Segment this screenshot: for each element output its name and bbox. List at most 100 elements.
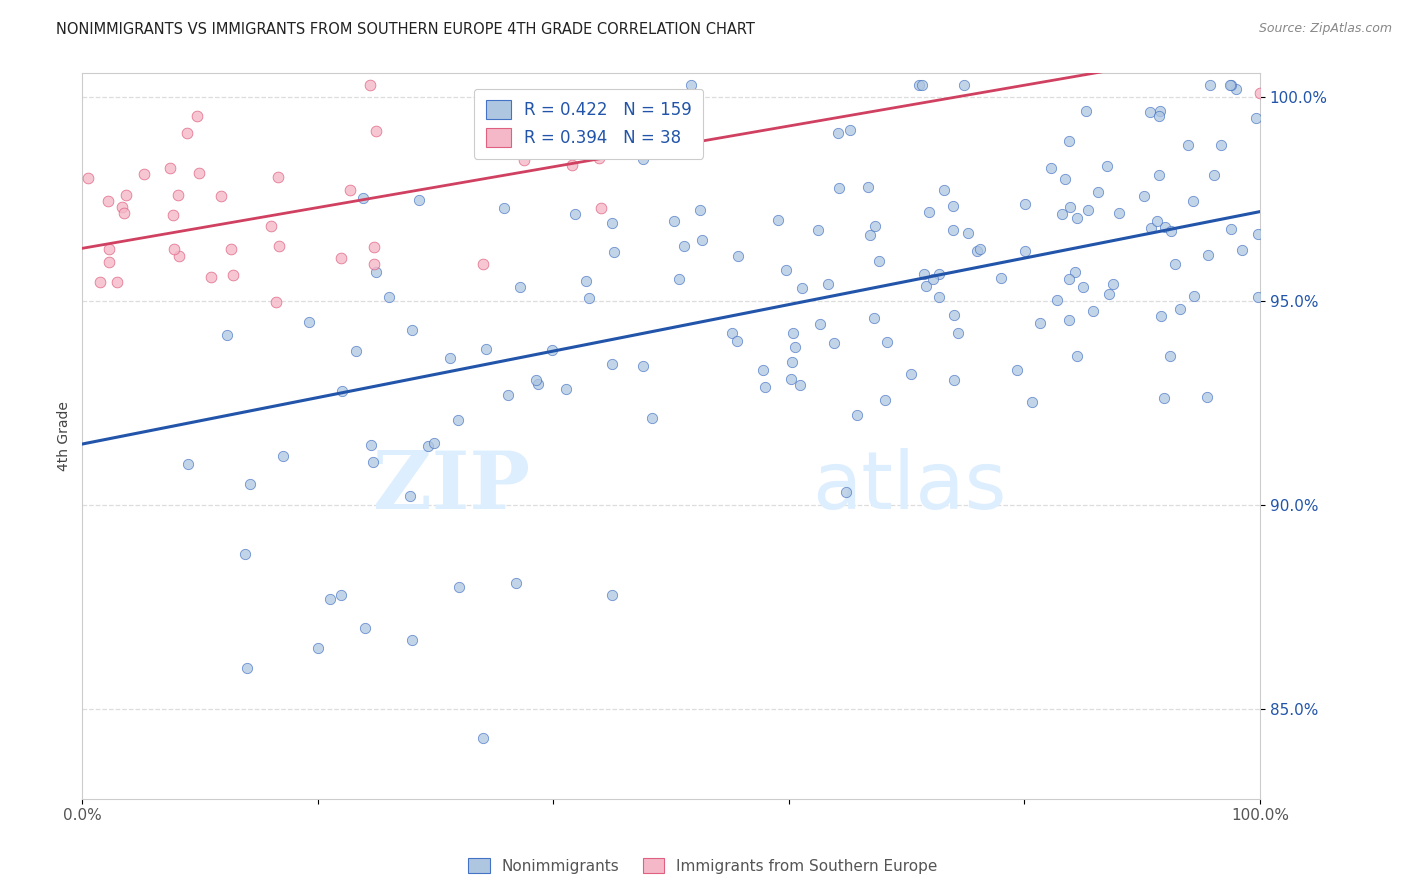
- Point: [789, 378, 811, 392]
- Point: [827, 126, 849, 140]
- Point: [1081, 303, 1104, 318]
- Point: [1040, 161, 1063, 176]
- Point: [1249, 87, 1271, 101]
- Point: [876, 335, 898, 350]
- Point: [721, 326, 744, 340]
- Point: [163, 242, 186, 256]
- Point: [575, 274, 598, 288]
- Point: [839, 123, 862, 137]
- Point: [780, 372, 803, 386]
- Point: [817, 277, 839, 291]
- Point: [221, 268, 243, 282]
- Point: [690, 233, 713, 247]
- Point: [318, 591, 340, 606]
- Point: [1066, 211, 1088, 225]
- Point: [1149, 309, 1171, 323]
- Point: [505, 576, 527, 591]
- Point: [509, 279, 531, 293]
- Point: [239, 476, 262, 491]
- Point: [330, 588, 353, 602]
- Point: [578, 291, 600, 305]
- Point: [471, 257, 494, 271]
- Point: [942, 223, 965, 237]
- Point: [725, 334, 748, 348]
- Point: [790, 281, 813, 295]
- Point: [1087, 185, 1109, 199]
- Point: [1204, 168, 1226, 182]
- Point: [754, 380, 776, 394]
- Point: [166, 187, 188, 202]
- Point: [498, 388, 520, 402]
- Point: [1149, 169, 1171, 183]
- Point: [513, 153, 536, 168]
- Point: [555, 382, 578, 396]
- Point: [159, 161, 181, 176]
- Point: [782, 326, 804, 340]
- Point: [1101, 277, 1123, 291]
- Point: [775, 263, 797, 277]
- Point: [856, 179, 879, 194]
- Point: [399, 489, 422, 503]
- Point: [209, 188, 232, 202]
- Point: [1198, 78, 1220, 93]
- Point: [105, 276, 128, 290]
- Point: [97, 255, 120, 269]
- Legend: Nonimmigrants, Immigrants from Southern Europe: Nonimmigrants, Immigrants from Southern …: [463, 852, 943, 880]
- Point: [111, 200, 134, 214]
- Point: [914, 279, 936, 293]
- Point: [662, 213, 685, 227]
- Point: [668, 272, 690, 286]
- Point: [215, 328, 238, 343]
- Point: [561, 158, 583, 172]
- Point: [418, 439, 440, 453]
- Point: [233, 547, 256, 561]
- Point: [260, 219, 283, 233]
- Point: [97, 194, 120, 208]
- Point: [177, 458, 200, 472]
- Point: [1139, 221, 1161, 235]
- Point: [423, 436, 446, 450]
- Point: [863, 310, 886, 325]
- Point: [298, 315, 321, 329]
- Point: [1159, 349, 1181, 363]
- Point: [1146, 214, 1168, 228]
- Point: [823, 335, 845, 350]
- Point: [1163, 257, 1185, 271]
- Point: [900, 368, 922, 382]
- Point: [1219, 78, 1241, 93]
- Point: [176, 127, 198, 141]
- Point: [1153, 391, 1175, 405]
- Legend: R = 0.422   N = 159, R = 0.394   N = 38: R = 0.422 N = 159, R = 0.394 N = 38: [474, 88, 703, 159]
- Point: [540, 343, 562, 357]
- Point: [1139, 104, 1161, 119]
- Point: [766, 213, 789, 227]
- Point: [200, 269, 222, 284]
- Point: [1029, 316, 1052, 330]
- Point: [447, 412, 470, 426]
- Point: [271, 449, 294, 463]
- Point: [673, 239, 696, 253]
- Y-axis label: 4th Grade: 4th Grade: [58, 401, 72, 471]
- Point: [363, 240, 385, 254]
- Point: [727, 249, 749, 263]
- Point: [186, 109, 208, 123]
- Point: [1197, 248, 1219, 262]
- Point: [600, 588, 623, 602]
- Point: [942, 373, 965, 387]
- Point: [1014, 244, 1036, 258]
- Point: [134, 167, 156, 181]
- Point: [1160, 224, 1182, 238]
- Point: [942, 199, 965, 213]
- Point: [1057, 312, 1080, 326]
- Point: [219, 243, 242, 257]
- Point: [1182, 194, 1205, 208]
- Text: atlas: atlas: [813, 448, 1007, 525]
- Point: [89, 275, 111, 289]
- Point: [1021, 394, 1043, 409]
- Point: [1098, 286, 1121, 301]
- Point: [681, 78, 703, 93]
- Point: [1219, 78, 1241, 93]
- Point: [859, 227, 882, 242]
- Point: [352, 191, 374, 205]
- Point: [330, 384, 353, 399]
